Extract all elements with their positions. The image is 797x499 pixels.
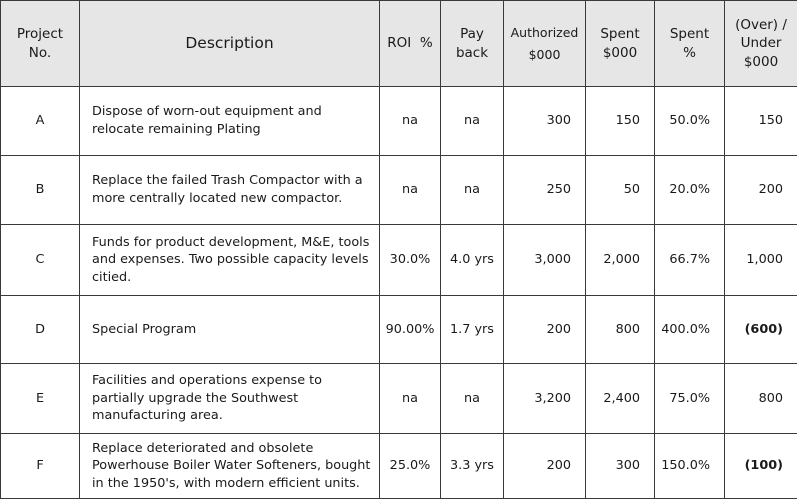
payback-cell: na xyxy=(441,87,504,156)
spent-cell: 800 xyxy=(586,296,655,364)
spent-pct-cell: 66.7% xyxy=(655,225,725,296)
spent-cell: 2,400 xyxy=(586,364,655,434)
header-spent-line1: Spent xyxy=(586,25,654,43)
over-under-cell: 150 xyxy=(725,87,797,156)
over-under-cell: 1,000 xyxy=(725,225,797,296)
over-under-cell: 200 xyxy=(725,156,797,225)
header-project-no-line2: No. xyxy=(1,44,79,62)
project-no-cell: F xyxy=(1,434,80,499)
description-cell: Facilities and operations expense to par… xyxy=(80,364,380,434)
roi-cell: na xyxy=(380,156,441,225)
header-over-under: (Over) / Under $000 xyxy=(725,1,797,87)
authorized-cell: 200 xyxy=(504,434,586,499)
roi-cell: 25.0% xyxy=(380,434,441,499)
roi-cell: na xyxy=(380,87,441,156)
description-cell: Dispose of worn-out equipment and reloca… xyxy=(80,87,380,156)
authorized-cell: 250 xyxy=(504,156,586,225)
header-authorized-line1: Authorized xyxy=(504,22,585,43)
authorized-cell: 3,200 xyxy=(504,364,586,434)
table-row: D Special Program 90.00% 1.7 yrs 200 800… xyxy=(1,296,797,364)
spent-cell: 2,000 xyxy=(586,225,655,296)
table-row: B Replace the failed Trash Compactor wit… xyxy=(1,156,797,225)
payback-cell: na xyxy=(441,364,504,434)
header-payback: Pay back xyxy=(441,1,504,87)
table-row: E Facilities and operations expense to p… xyxy=(1,364,797,434)
payback-cell: 4.0 yrs xyxy=(441,225,504,296)
header-over-under-line2: Under xyxy=(725,34,797,52)
over-under-cell: (100) xyxy=(725,434,797,499)
header-roi: ROI % xyxy=(380,1,441,87)
table-row: A Dispose of worn-out equipment and relo… xyxy=(1,87,797,156)
spent-pct-cell: 50.0% xyxy=(655,87,725,156)
header-payback-line2: back xyxy=(441,44,503,62)
project-no-cell: A xyxy=(1,87,80,156)
authorized-cell: 3,000 xyxy=(504,225,586,296)
header-payback-line1: Pay xyxy=(441,25,503,43)
description-cell: Special Program xyxy=(80,296,380,364)
table-row: C Funds for product development, M&E, to… xyxy=(1,225,797,296)
spent-pct-cell: 400.0% xyxy=(655,296,725,364)
authorized-cell: 300 xyxy=(504,87,586,156)
roi-cell: 90.00% xyxy=(380,296,441,364)
header-spent-line2: $000 xyxy=(586,44,654,62)
spent-cell: 150 xyxy=(586,87,655,156)
project-no-cell: E xyxy=(1,364,80,434)
over-under-cell: 800 xyxy=(725,364,797,434)
spent-pct-cell: 75.0% xyxy=(655,364,725,434)
project-no-cell: C xyxy=(1,225,80,296)
spent-cell: 300 xyxy=(586,434,655,499)
roi-cell: na xyxy=(380,364,441,434)
payback-cell: na xyxy=(441,156,504,225)
header-over-under-line3: $000 xyxy=(725,53,797,71)
header-description: Description xyxy=(80,1,380,87)
over-under-cell: (600) xyxy=(725,296,797,364)
header-authorized: Authorized $000 xyxy=(504,1,586,87)
authorized-cell: 200 xyxy=(504,296,586,364)
header-project-no-line1: Project xyxy=(1,25,79,43)
header-spent-pct: Spent % xyxy=(655,1,725,87)
payback-cell: 3.3 yrs xyxy=(441,434,504,499)
project-no-cell: D xyxy=(1,296,80,364)
description-cell: Funds for product development, M&E, tool… xyxy=(80,225,380,296)
payback-cell: 1.7 yrs xyxy=(441,296,504,364)
header-authorized-line2: $000 xyxy=(504,44,585,65)
description-cell: Replace deteriorated and obsolete Powerh… xyxy=(80,434,380,499)
header-over-under-line1: (Over) / xyxy=(725,16,797,34)
header-spent-pct-line1: Spent xyxy=(655,25,724,43)
spent-cell: 50 xyxy=(586,156,655,225)
header-row: Project No. Description ROI % Pay back A… xyxy=(1,1,797,87)
project-no-cell: B xyxy=(1,156,80,225)
roi-cell: 30.0% xyxy=(380,225,441,296)
description-cell: Replace the failed Trash Compactor with … xyxy=(80,156,380,225)
table-row: F Replace deteriorated and obsolete Powe… xyxy=(1,434,797,499)
header-project-no: Project No. xyxy=(1,1,80,87)
spent-pct-cell: 150.0% xyxy=(655,434,725,499)
spent-pct-cell: 20.0% xyxy=(655,156,725,225)
header-spent: Spent $000 xyxy=(586,1,655,87)
header-spent-pct-line2: % xyxy=(655,44,724,62)
